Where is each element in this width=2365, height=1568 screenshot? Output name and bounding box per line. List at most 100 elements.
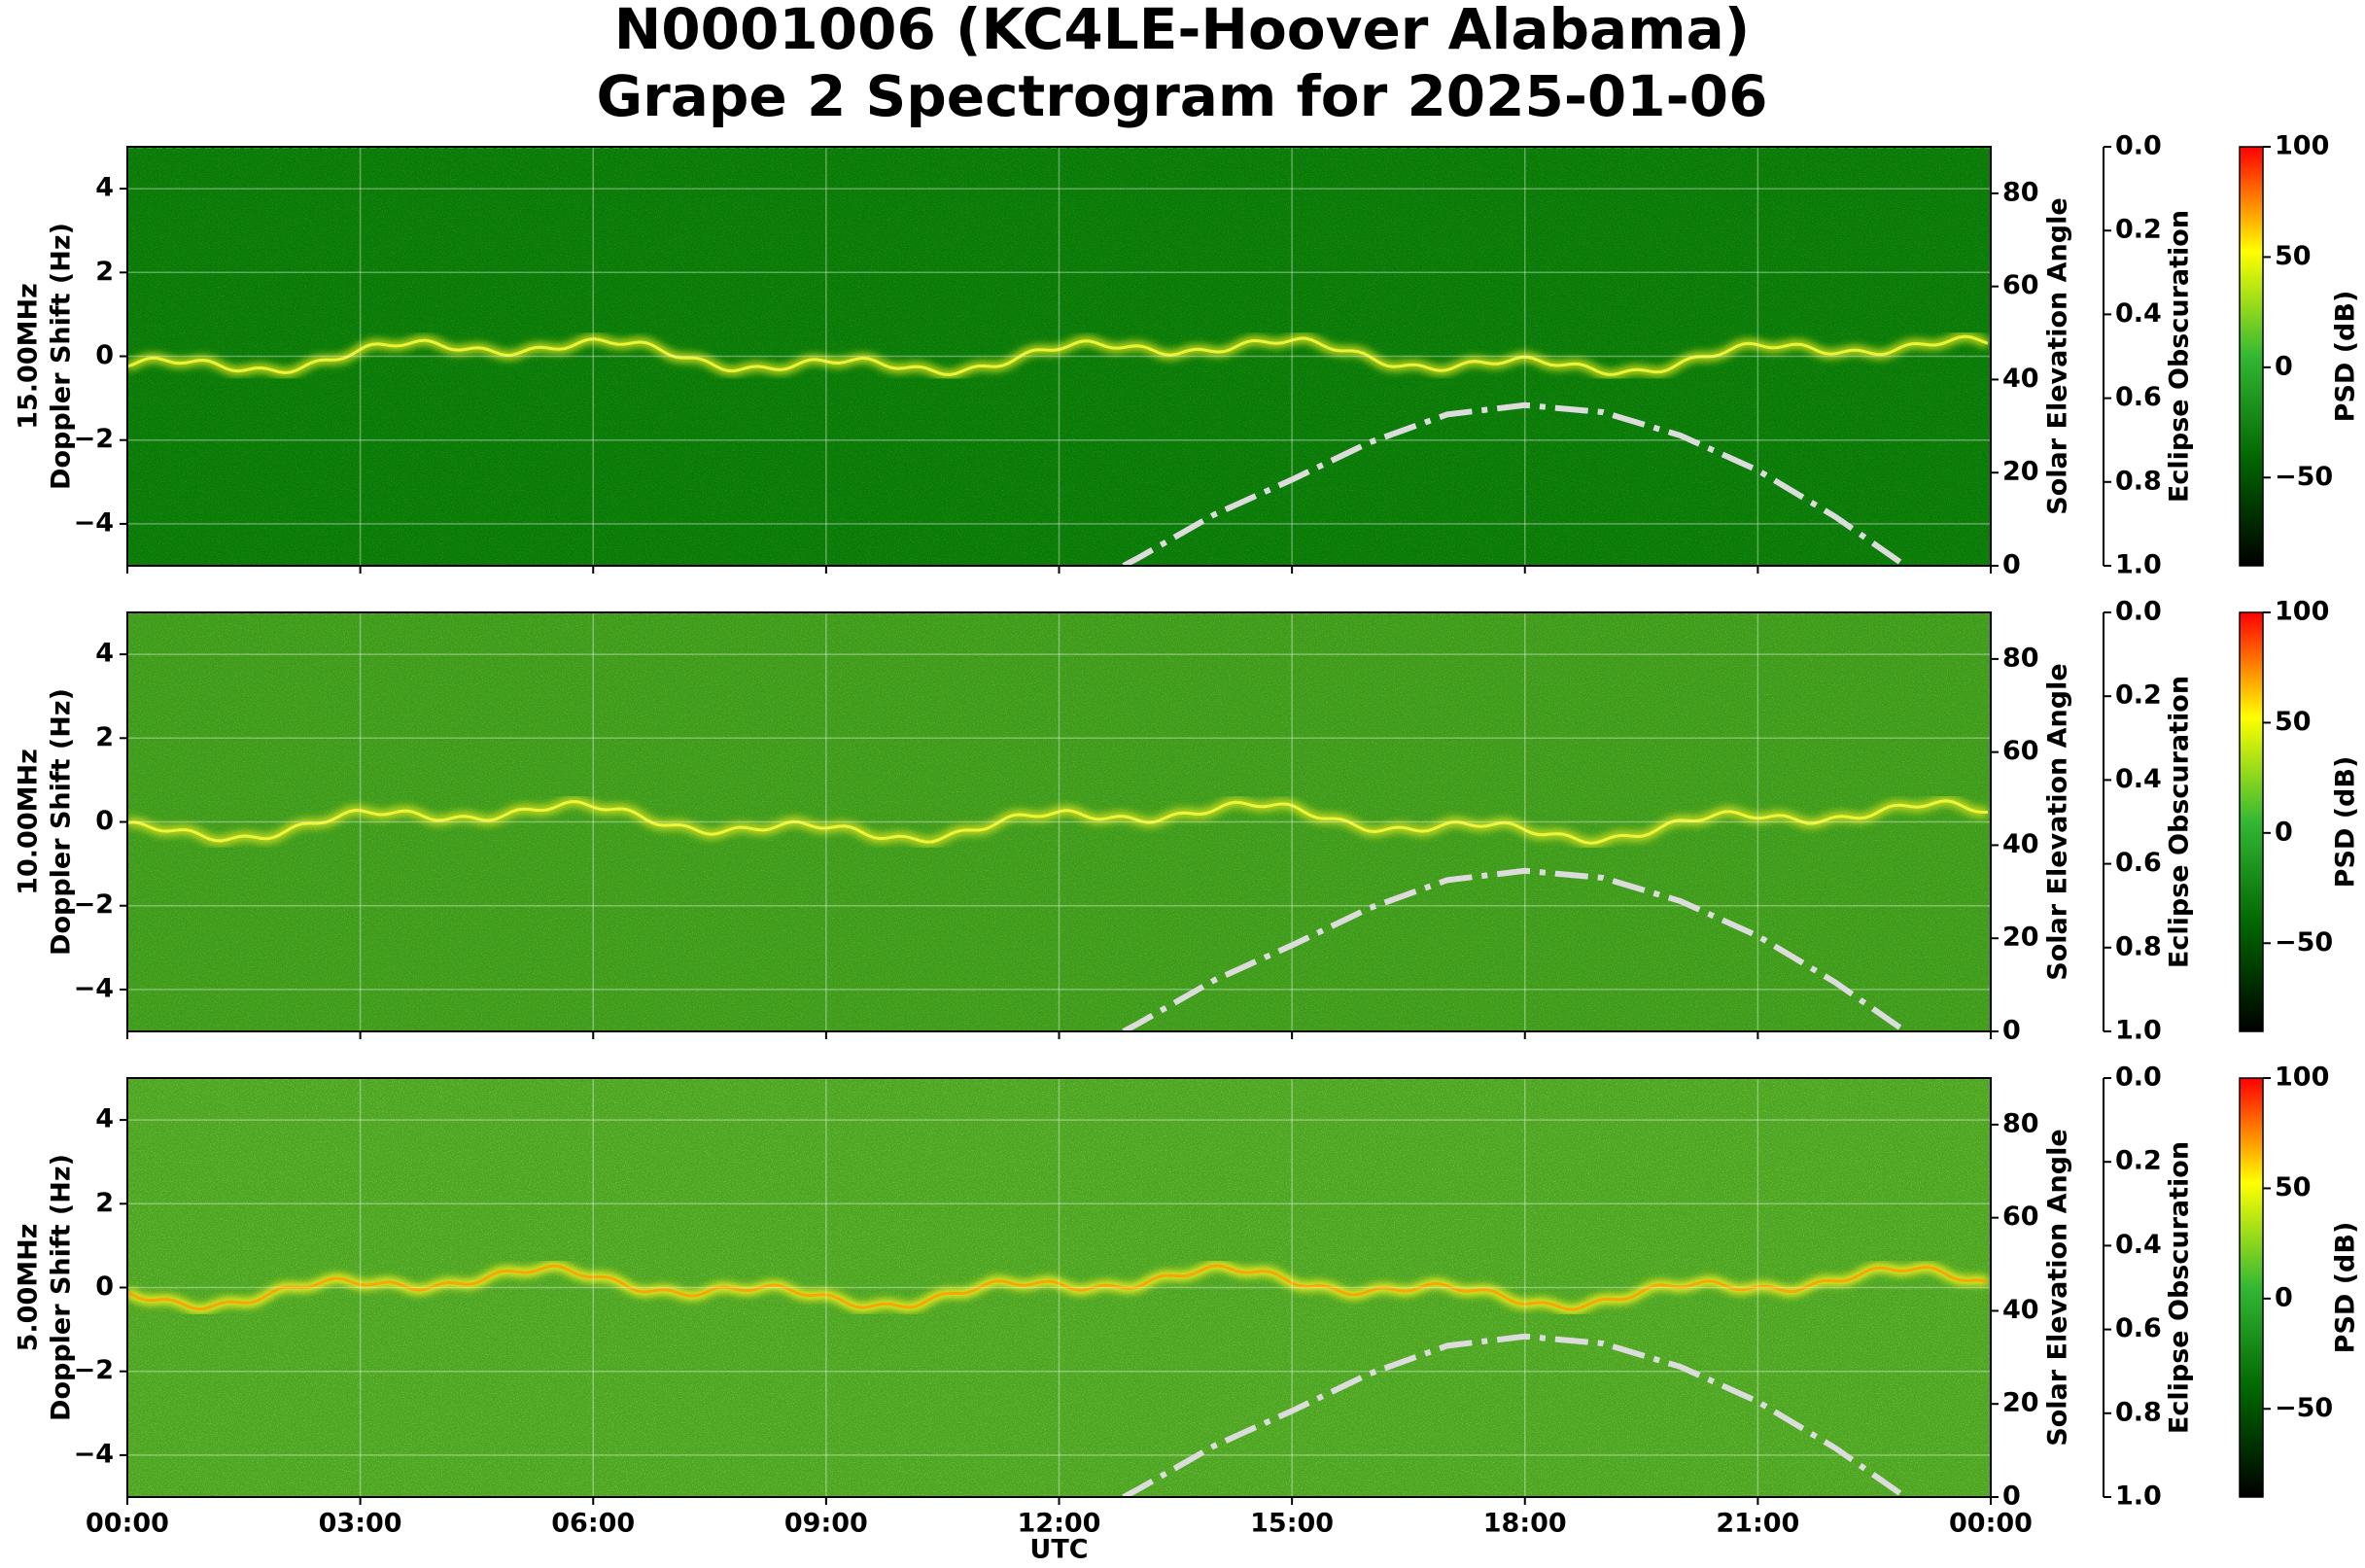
y-tick-label: 4 (95, 639, 114, 669)
y2-axis-label: Solar Elevation Angle (2043, 197, 2073, 514)
y2-tick-label: 0 (2002, 550, 2021, 580)
y2-tick-label: 20 (2002, 1388, 2039, 1418)
y2-axis-label: Solar Elevation Angle (2043, 663, 2073, 980)
y-tick-label: −4 (74, 1439, 114, 1469)
y2-tick-label: 60 (2002, 736, 2039, 766)
y2-tick-label: 0 (2002, 1016, 2021, 1046)
spectrogram-noise (127, 147, 1991, 566)
y2-tick-label: 60 (2002, 1202, 2039, 1232)
colorbar-label: PSD (dB) (2331, 1222, 2361, 1354)
y-axis-label: 15.00MHz (14, 283, 44, 430)
colorbar-tick-label: 100 (2275, 131, 2329, 161)
plot-area (127, 1078, 1991, 1497)
y3-tick-label: 0.2 (2115, 680, 2162, 711)
title-line: N0001006 (KC4LE-Hoover Alabama) (614, 0, 1750, 62)
y-tick-label: 4 (95, 1104, 114, 1134)
y2-tick-label: 0 (2002, 1481, 2021, 1512)
plot-area (127, 147, 1991, 566)
colorbar (2239, 611, 2264, 1032)
y-tick-label: −4 (74, 973, 114, 1003)
doppler-trace-core (127, 799, 1989, 845)
plot-frame (126, 611, 1992, 1032)
colorbar-tick-label: 50 (2275, 1172, 2312, 1202)
y2-tick-label: 40 (2002, 364, 2039, 394)
y-tick-label: 0 (95, 340, 114, 370)
y-tick-label: −2 (74, 889, 114, 920)
y-axis-label: 5.00MHz (14, 1224, 44, 1352)
plot-frame (126, 1077, 1992, 1498)
y-axis-label: 10.00MHz (14, 749, 44, 895)
y3-tick-label: 0.4 (2115, 764, 2162, 794)
y3-tick-label: 0.6 (2115, 848, 2162, 878)
title-line: Grape 2 Spectrogram for 2025-01-06 (597, 63, 1768, 129)
colorbar-label: PSD (dB) (2331, 756, 2361, 889)
plot-frame (126, 146, 1992, 567)
y-tick-label: 4 (95, 173, 114, 203)
colorbar-label: PSD (dB) (2331, 291, 2361, 423)
y3-axis-label: Eclipse Obscuration (2165, 1141, 2195, 1434)
x-axis-label: UTC (1029, 1535, 1088, 1565)
colorbar-tick-label: 100 (2275, 597, 2329, 627)
y3-tick-label: 1.0 (2115, 550, 2162, 580)
y3-tick-label: 0.4 (2115, 298, 2162, 329)
x-tick-label: 21:00 (1716, 1509, 1799, 1539)
y-tick-label: −2 (74, 424, 114, 454)
y3-tick-label: 1.0 (2115, 1481, 2162, 1512)
y3-tick-label: 0.0 (2115, 1063, 2162, 1093)
doppler-trace-core (127, 1264, 1989, 1311)
y3-tick-label: 1.0 (2115, 1016, 2162, 1046)
solar-elevation-line (1122, 401, 1907, 566)
colorbar-tick-label: 0 (2275, 1282, 2293, 1312)
plot-area (127, 612, 1991, 1031)
y-tick-label: 2 (95, 722, 114, 752)
colorbar-tick-label: 0 (2275, 817, 2293, 847)
x-tick-label: 00:00 (86, 1509, 169, 1539)
y3-tick-label: 0.8 (2115, 466, 2162, 496)
y3-tick-label: 0.0 (2115, 131, 2162, 161)
y3-tick-label: 0.8 (2115, 1397, 2162, 1427)
y-tick-label: −4 (74, 507, 114, 538)
colorbar (2239, 1077, 2264, 1498)
y-axis-label: Doppler Shift (Hz) (47, 1154, 77, 1421)
y2-tick-label: 60 (2002, 270, 2039, 300)
y-tick-label: 2 (95, 1188, 114, 1218)
x-tick-label: 09:00 (784, 1509, 868, 1539)
colorbar-tick-label: 50 (2275, 241, 2312, 271)
x-tick-label: 06:00 (551, 1509, 635, 1539)
colorbar-tick-label: −50 (2275, 462, 2333, 492)
x-tick-label: 00:00 (1949, 1509, 2033, 1539)
colorbar-tick-label: 0 (2275, 351, 2293, 381)
x-tick-label: 03:00 (319, 1509, 402, 1539)
y3-tick-label: 0.6 (2115, 1313, 2162, 1343)
y2-tick-label: 40 (2002, 1295, 2039, 1325)
colorbar-tick-label: −50 (2275, 927, 2333, 958)
y2-tick-label: 80 (2002, 1108, 2039, 1138)
y3-tick-label: 0.6 (2115, 382, 2162, 412)
solar-elevation-line (1122, 867, 1907, 1031)
y-tick-label: 2 (95, 257, 114, 287)
x-tick-label: 15:00 (1250, 1509, 1334, 1539)
solar-elevation-line (1122, 1333, 1907, 1497)
y-tick-label: 0 (95, 806, 114, 836)
x-tick-label: 12:00 (1018, 1509, 1101, 1539)
y2-axis-label: Solar Elevation Angle (2043, 1129, 2073, 1446)
y2-tick-label: 80 (2002, 177, 2039, 207)
y2-tick-label: 40 (2002, 829, 2039, 859)
x-tick-label: 18:00 (1483, 1509, 1567, 1539)
y3-axis-label: Eclipse Obscuration (2165, 210, 2195, 503)
y-axis-label: Doppler Shift (Hz) (47, 223, 77, 490)
y3-tick-label: 0.2 (2115, 1146, 2162, 1176)
y-tick-label: 0 (95, 1272, 114, 1302)
colorbar (2239, 146, 2264, 567)
y3-tick-label: 0.0 (2115, 597, 2162, 627)
y2-tick-label: 80 (2002, 643, 2039, 673)
y3-axis-label: Eclipse Obscuration (2165, 676, 2195, 968)
y-tick-label: −2 (74, 1355, 114, 1385)
doppler-trace-core (127, 334, 1989, 377)
y3-tick-label: 0.2 (2115, 215, 2162, 245)
colorbar-tick-label: 100 (2275, 1063, 2329, 1093)
y2-tick-label: 20 (2002, 923, 2039, 953)
y3-tick-label: 0.4 (2115, 1230, 2162, 1260)
y3-tick-label: 0.8 (2115, 931, 2162, 961)
